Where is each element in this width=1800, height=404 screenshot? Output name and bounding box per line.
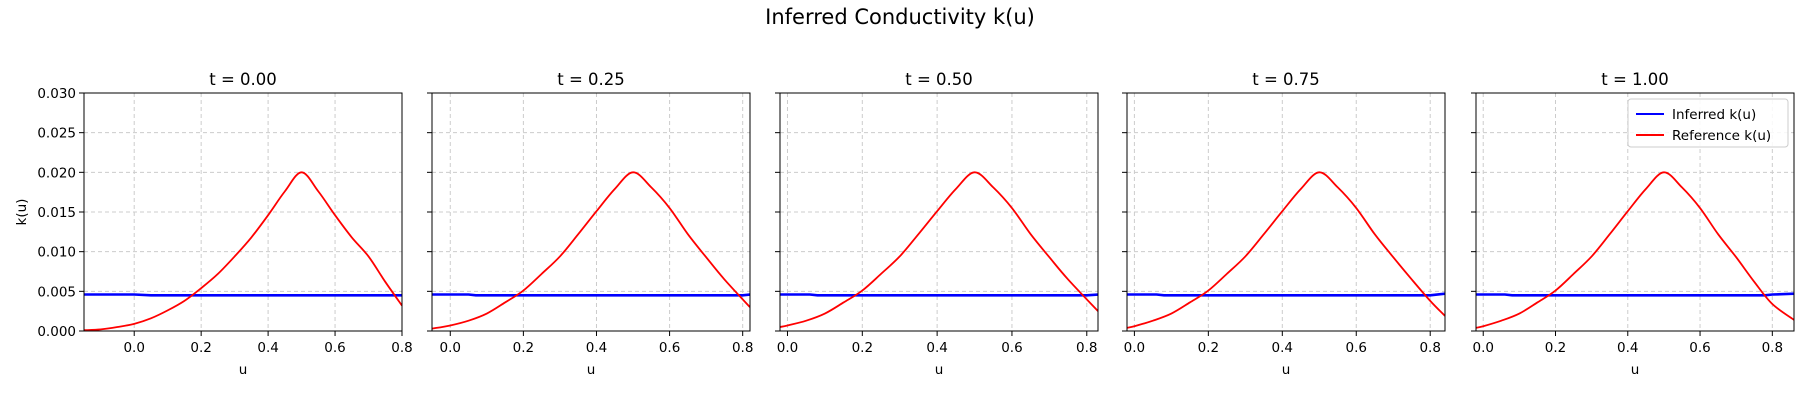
reference-series-line <box>1127 171 1445 329</box>
y-tick-label: 0.020 <box>37 165 76 181</box>
legend: Inferred k(u) Reference k(u) <box>1627 98 1789 148</box>
x-axis-label: u <box>587 362 596 378</box>
x-tick-label: 0.8 <box>391 340 412 356</box>
x-tick-label: 0.4 <box>586 340 607 356</box>
inferred-series-line <box>1476 292 1794 297</box>
reference-series-line <box>1476 171 1794 329</box>
inferred-series-line <box>84 293 402 297</box>
x-tick-label: 0.4 <box>1272 340 1293 356</box>
x-tick-label: 0.8 <box>1076 340 1097 356</box>
x-tick-label: 0.4 <box>1617 340 1638 356</box>
x-axis-label: u <box>1282 362 1291 378</box>
x-tick-label: 0.6 <box>1001 340 1022 356</box>
x-axis-label: u <box>1631 362 1640 378</box>
reference-series-line <box>780 171 1098 328</box>
subplot-3: 0.0 0.2 0.4 0.6 0.8 t = 0.50 u <box>775 70 1099 378</box>
x-tick-label: 0.0 <box>440 340 461 356</box>
x-tick-label: 0.6 <box>1346 340 1367 356</box>
y-tick-label: 0.000 <box>37 324 76 340</box>
x-tick-label: 0.2 <box>852 340 873 356</box>
x-tick-label: 0.6 <box>1689 340 1710 356</box>
reference-series-line <box>432 171 750 330</box>
y-tick-label: 0.030 <box>37 86 76 102</box>
legend-entry: Reference k(u) <box>1672 128 1771 144</box>
x-tick-label: 0.0 <box>777 340 798 356</box>
x-tick-label: 0.2 <box>1198 340 1219 356</box>
legend-box <box>1627 98 1789 148</box>
x-tick-label: 0.8 <box>1419 340 1440 356</box>
subplot-title: t = 0.50 <box>905 70 973 89</box>
legend-entry: Inferred k(u) <box>1672 107 1756 123</box>
subplot-2: 0.0 0.2 0.4 0.6 0.8 t = 0.25 u <box>427 70 753 378</box>
y-tick-label: 0.015 <box>37 205 76 221</box>
x-axis-label: u <box>935 362 944 378</box>
x-axis-label: u <box>239 362 248 378</box>
x-tick-label: 0.6 <box>324 340 345 356</box>
x-tick-label: 0.2 <box>1545 340 1566 356</box>
inferred-series-line <box>1127 292 1445 297</box>
subplot-title: t = 1.00 <box>1601 70 1669 89</box>
subplot-5: 0.0 0.2 0.4 0.6 0.8 t = 1.00 u Inferred k(u) Ref… <box>1471 70 1795 378</box>
inferred-series-line <box>432 293 750 297</box>
x-tick-label: 0.0 <box>1472 340 1493 356</box>
subplot-1: 0.000 0.005 0.010 0.015 0.020 0.025 0.030 0.0 0.… <box>14 70 413 378</box>
x-tick-label: 0.8 <box>1762 340 1783 356</box>
subplot-title: t = 0.75 <box>1252 70 1320 89</box>
x-tick-label: 0.6 <box>659 340 680 356</box>
subplot-title: t = 0.00 <box>209 70 277 89</box>
y-tick-label: 0.025 <box>37 126 76 142</box>
x-tick-label: 0.8 <box>732 340 753 356</box>
inferred-series-line <box>780 293 1098 297</box>
x-tick-label: 0.0 <box>123 340 144 356</box>
x-tick-label: 0.4 <box>257 340 278 356</box>
y-tick-label: 0.010 <box>37 245 76 261</box>
figure-title: Inferred Conductivity k(u) <box>765 5 1035 29</box>
x-tick-label: 0.2 <box>190 340 211 356</box>
x-tick-label: 0.2 <box>513 340 534 356</box>
subplot-4: 0.0 0.2 0.4 0.6 0.8 t = 0.75 u <box>1122 70 1446 378</box>
y-tick-label: 0.005 <box>37 284 76 300</box>
subplot-title: t = 0.25 <box>557 70 625 89</box>
reference-series-line <box>84 171 402 331</box>
x-tick-label: 0.0 <box>1124 340 1145 356</box>
x-tick-label: 0.4 <box>926 340 947 356</box>
y-axis-label: k(u) <box>14 199 30 226</box>
